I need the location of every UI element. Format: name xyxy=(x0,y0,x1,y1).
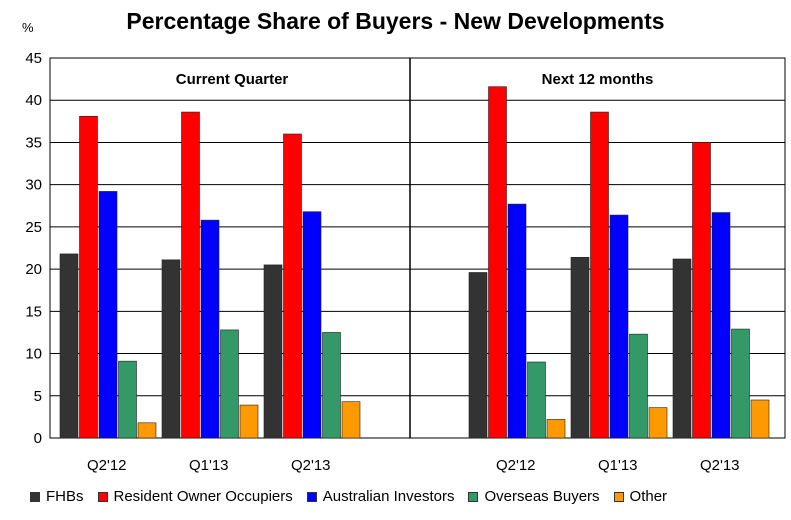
bar xyxy=(731,328,750,439)
bar xyxy=(161,259,181,439)
bar xyxy=(711,212,731,439)
bar xyxy=(200,219,220,439)
y-tick-label: 40 xyxy=(25,92,42,109)
y-tick-label: 45 xyxy=(25,50,42,67)
bar xyxy=(79,115,98,439)
y-tick-label: 35 xyxy=(25,134,42,151)
y-tick-label: 10 xyxy=(25,346,42,363)
bar xyxy=(546,419,566,439)
legend-swatch xyxy=(468,491,479,502)
legend-item: FHBs xyxy=(30,488,84,505)
y-tick-label: 0 xyxy=(34,430,42,447)
bar xyxy=(283,133,302,439)
legend-label: Other xyxy=(629,488,668,505)
bar xyxy=(98,191,118,439)
bar xyxy=(507,203,527,439)
legend-item: Australian Investors xyxy=(306,488,455,505)
bar xyxy=(527,361,546,439)
bar xyxy=(672,258,692,439)
bar xyxy=(181,111,200,439)
bar xyxy=(488,86,507,439)
legend-swatch xyxy=(613,491,624,502)
y-tick-label: 5 xyxy=(34,388,42,405)
x-tick-label: Q2'13 xyxy=(700,457,740,474)
legend-label: Australian Investors xyxy=(322,488,455,505)
x-tick-label: Q1'13 xyxy=(189,457,229,474)
y-tick-label: 15 xyxy=(25,303,42,320)
bar xyxy=(609,214,629,439)
plot-frame xyxy=(49,57,786,439)
bar xyxy=(468,272,488,439)
bar xyxy=(341,401,361,439)
y-tick-label: 30 xyxy=(25,177,42,194)
legend-label: Resident Owner Occupiers xyxy=(113,488,293,505)
bar xyxy=(590,111,609,439)
bar xyxy=(137,422,157,439)
bar xyxy=(322,332,341,439)
bar xyxy=(118,360,137,439)
legend-swatch xyxy=(30,491,40,502)
x-tick-label: Q1'13 xyxy=(598,457,638,474)
bar xyxy=(570,256,590,439)
legend-item: Resident Owner Occupiers xyxy=(97,488,293,505)
y-tick-label: 20 xyxy=(25,261,42,278)
y-axis-unit-label: % xyxy=(22,20,34,35)
legend-swatch xyxy=(97,491,108,502)
legend-item: Overseas Buyers xyxy=(468,488,600,505)
bar xyxy=(302,211,322,439)
legend-swatch xyxy=(306,491,317,502)
bar xyxy=(648,407,668,439)
bar xyxy=(629,333,648,439)
panel-label: Next 12 months xyxy=(542,71,654,88)
legend-item: Other xyxy=(613,488,668,505)
bar xyxy=(59,253,79,439)
x-tick-label: Q2'13 xyxy=(291,457,331,474)
legend: FHBs Resident Owner Occupiers Australian I… xyxy=(30,488,681,505)
bar xyxy=(263,264,283,439)
legend-label: FHBs xyxy=(46,488,84,505)
bar xyxy=(750,399,770,439)
chart-title: Percentage Share of Buyers - New Develop… xyxy=(126,8,665,34)
bar xyxy=(239,404,259,439)
panel-label: Current Quarter xyxy=(176,71,289,88)
y-tick-label: 25 xyxy=(25,219,42,236)
x-tick-label: Q2'12 xyxy=(496,457,536,474)
legend-label: Overseas Buyers xyxy=(484,488,600,505)
x-tick-label: Q2'12 xyxy=(87,457,127,474)
bar xyxy=(692,142,711,439)
bar xyxy=(220,329,239,439)
